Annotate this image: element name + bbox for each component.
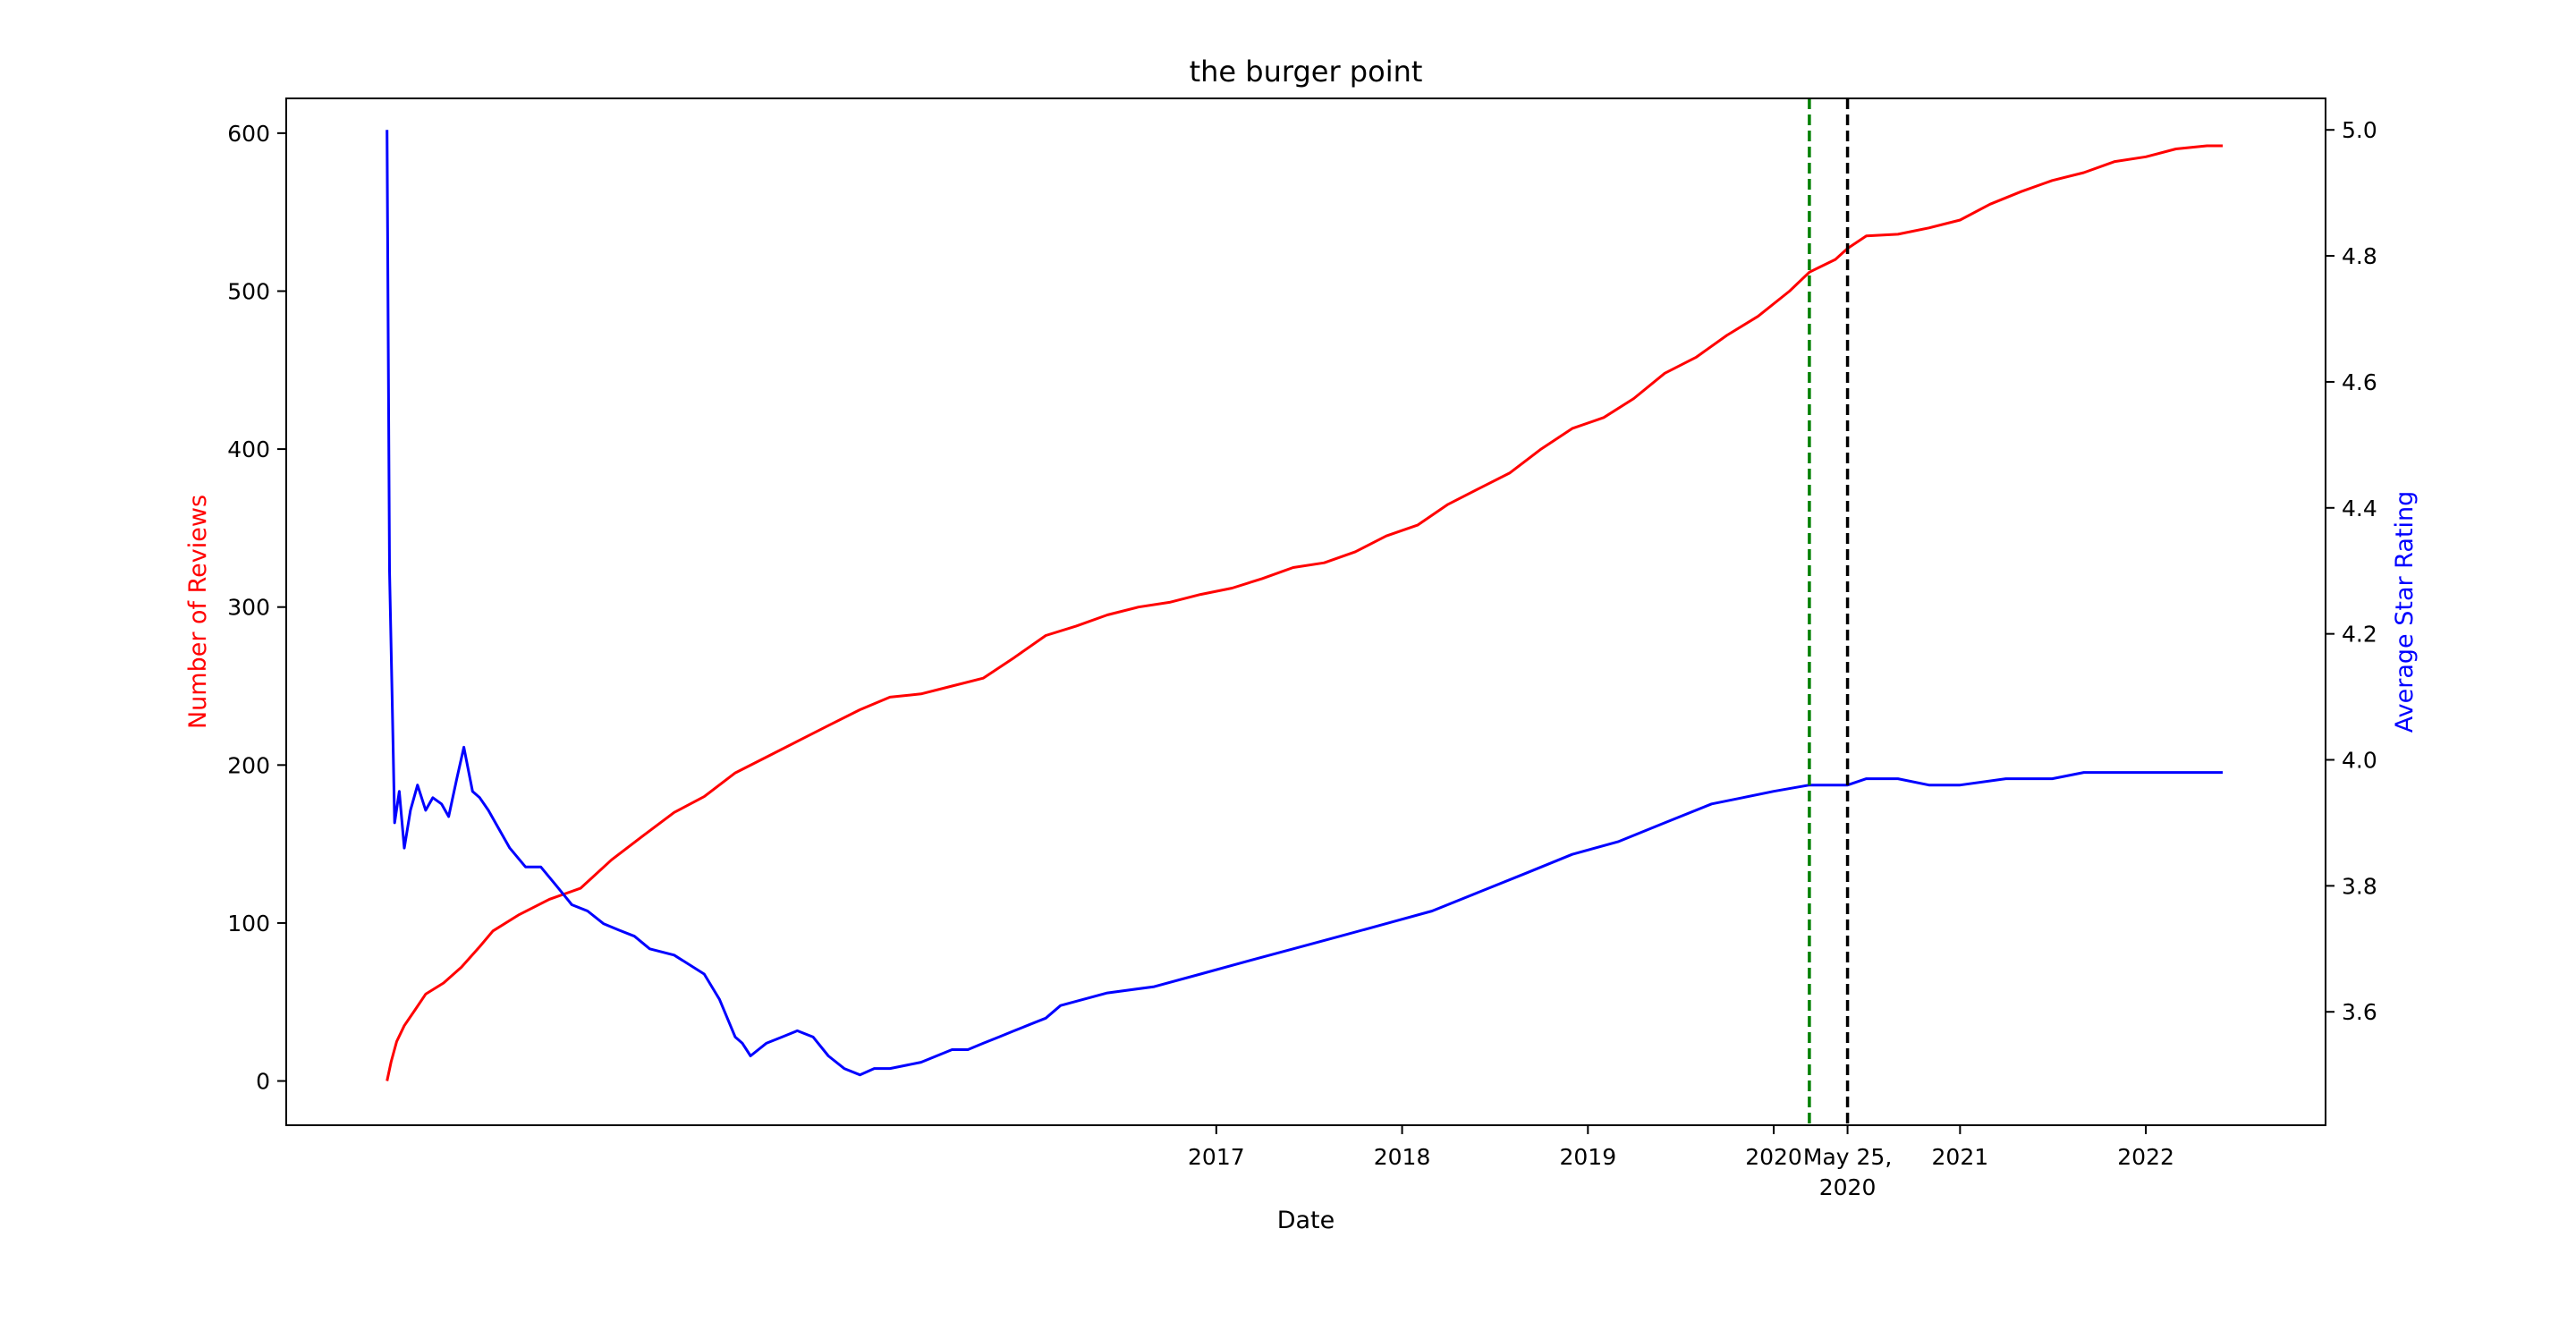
x-tick-label-line2: 2020 [1819, 1174, 1877, 1200]
x-tick-label: 2020 [1745, 1144, 1802, 1170]
right-y-tick-label: 5.0 [2342, 117, 2377, 143]
rating-series-line [386, 130, 2223, 1077]
left-y-tick-label: 500 [227, 278, 270, 304]
left-y-axis: 0 100 200 300 400 500 600 [227, 121, 286, 1095]
left-y-tick-label: 600 [227, 121, 270, 147]
chart-title: the burger point [1190, 55, 1423, 89]
right-y-tick-label: 4.6 [2342, 369, 2377, 395]
left-y-axis-label: Number of Reviews [184, 495, 212, 729]
x-tick-label: 2022 [2117, 1144, 2174, 1170]
left-y-tick-label: 300 [227, 595, 270, 621]
plot-frame [285, 97, 2326, 1126]
right-y-tick-label: 4.8 [2342, 243, 2377, 269]
x-axis-label: Date [1277, 1207, 1335, 1234]
plot-area [386, 98, 2223, 1125]
right-y-tick-label: 3.6 [2342, 999, 2377, 1025]
left-y-tick-label: 100 [227, 911, 270, 936]
right-y-axis: 3.6 3.8 4.0 4.2 4.4 4.6 4.8 5.0 [2326, 117, 2377, 1025]
right-y-tick-label: 4.0 [2342, 748, 2377, 774]
x-tick-label: 2021 [1932, 1144, 1989, 1170]
left-y-tick-label: 200 [227, 752, 270, 778]
x-tick-label: 2019 [1559, 1144, 1616, 1170]
x-tick-label: 2018 [1374, 1144, 1431, 1170]
right-y-tick-label: 4.4 [2342, 496, 2377, 521]
right-y-tick-label: 4.2 [2342, 622, 2377, 648]
x-tick-label: 2017 [1188, 1144, 1245, 1170]
left-y-tick-label: 400 [227, 436, 270, 462]
right-y-axis-label: Average Star Rating [2391, 491, 2419, 733]
left-y-tick-label: 0 [256, 1069, 270, 1095]
right-y-tick-label: 3.8 [2342, 873, 2377, 899]
reviews-series-line [386, 144, 2223, 1081]
x-tick-label: May 25, [1803, 1144, 1892, 1170]
